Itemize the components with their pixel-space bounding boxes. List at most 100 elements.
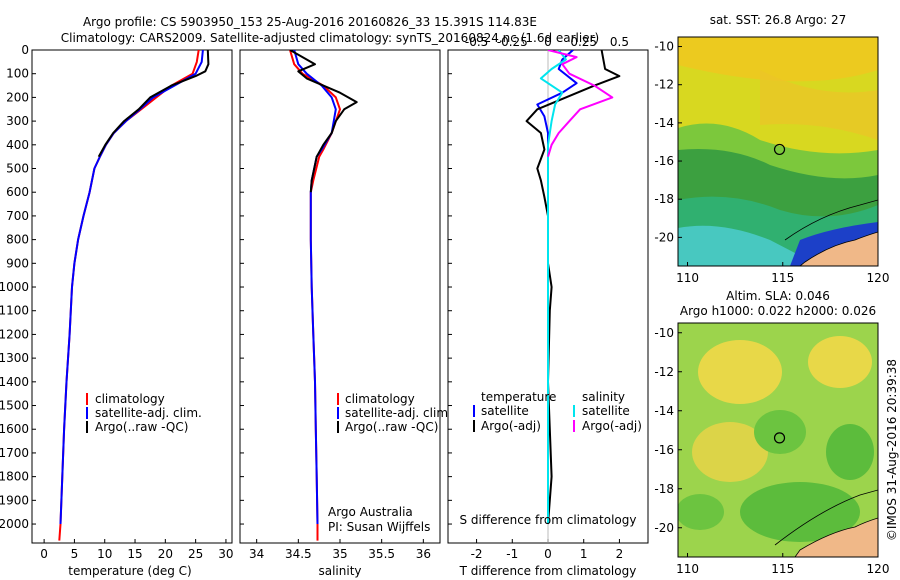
legend-swatch-clim [337, 393, 339, 405]
salinity-y-ticks [240, 49, 244, 525]
map-y-tick-label: -20 [654, 230, 674, 244]
x-tick-label: -1 [506, 547, 518, 561]
legend-t-argo-label: Argo(-adj) [481, 419, 541, 433]
difference-legend: temperature salinity satellite Argo(-adj… [473, 390, 642, 433]
difference-y-ticks [448, 49, 452, 525]
series-satellite-adj-clim- [59, 50, 204, 525]
sst-float-marker [773, 143, 786, 156]
y-tick-label: 0 [21, 43, 29, 57]
map-y-tick-label: -12 [654, 365, 674, 379]
legend-temperature-heading: temperature [481, 390, 556, 404]
temperature-panel: 0100200300400500600700800900100011001200… [0, 43, 234, 578]
s-tick-label: -0.5 [465, 35, 488, 49]
x-tick-label: 1 [580, 547, 588, 561]
x-tick-label: 25 [188, 547, 203, 561]
map-x-tick-label: 115 [771, 271, 794, 285]
y-tick-label: 900 [6, 256, 29, 270]
legend-swatch-sat [86, 407, 88, 419]
credit-argo-australia: Argo Australia [328, 505, 413, 519]
map-y-tick-label: -14 [654, 404, 674, 418]
s-tick-label: 0.5 [610, 35, 629, 49]
legend-swatch-t-sat [473, 405, 475, 417]
map-y-tick-label: -10 [654, 40, 674, 54]
x-tick-label: 10 [97, 547, 112, 561]
y-tick-label: 1600 [0, 422, 29, 436]
y-tick-label: 1300 [0, 351, 29, 365]
legend-sat-label: satellite-adj. clim. [345, 406, 452, 420]
temperature-x-label: temperature (deg C) [68, 564, 191, 578]
series-argo [97, 50, 210, 158]
y-tick-label: 2000 [0, 517, 29, 531]
salinity-x-label: salinity [318, 564, 361, 578]
map-y-tick-label: -12 [654, 78, 674, 92]
salinity-axes-frame [239, 49, 441, 544]
sst-coldest-band [678, 225, 820, 266]
y-tick-label: 300 [6, 114, 29, 128]
y-tick-label: 200 [6, 90, 29, 104]
sst-map-title: sat. SST: 26.8 Argo: 27 [710, 13, 847, 27]
title-line-1: Argo profile: CS 5903950_153 25-Aug-2016… [83, 15, 537, 29]
map-y-tick-label: -18 [654, 482, 674, 496]
y-tick-label: 1000 [0, 280, 29, 294]
y-tick-label: 400 [6, 138, 29, 152]
x-tick-label: 35.5 [368, 547, 395, 561]
s-tick-label: -0.25 [497, 35, 528, 49]
sla-high-3 [692, 422, 768, 482]
sla-low-4 [678, 494, 724, 530]
legend-swatch-clim [86, 393, 88, 405]
sla-float-marker [773, 432, 786, 444]
temperature-axes-frame [31, 49, 233, 544]
legend-swatch-t-argo [473, 420, 475, 432]
map-y-tick-label: -10 [654, 326, 674, 340]
x-tick-label: 20 [158, 547, 173, 561]
map-y-tick-label: -16 [654, 443, 674, 457]
sla-map-panel: Altim. SLA: 0.046 Argo h1000: 0.022 h200… [654, 289, 889, 576]
map-x-tick-label: 110 [676, 271, 699, 285]
x-tick-label: 0 [544, 547, 552, 561]
series-argo [289, 50, 358, 193]
map-y-tick-label: -14 [654, 116, 674, 130]
temperature-x-ticks: 0 5 10 15 20 25 30 [40, 539, 234, 561]
y-tick-label: 100 [6, 67, 29, 81]
temperature-y-ticks: 0 100 200 300 400 500 600 700 800 900 1000 1100 1200… [0, 43, 36, 531]
y-tick-label: 1500 [0, 399, 29, 413]
series-s-argo [547, 50, 614, 157]
salinity-panel: 34 34.5 35 35.5 36 salinity climatology sate… [239, 49, 452, 578]
sst-map-image [678, 37, 878, 266]
sla-map-title-2: Argo h1000: 0.022 h2000: 0.026 [680, 304, 876, 318]
sla-map-title-1: Altim. SLA: 0.046 [726, 289, 830, 303]
s-tick-label: 0 [544, 35, 552, 49]
y-tick-label: 1100 [0, 304, 29, 318]
difference-panel: -2 -1 0 1 2 -0.5 -0.25 0 0.25 0.5 S difference fr… [447, 35, 649, 578]
sla-low-2 [826, 424, 874, 480]
legend-sat-label: satellite-adj. clim. [95, 406, 202, 420]
x-tick-label: 34.5 [285, 547, 312, 561]
sla-low-3 [740, 482, 860, 542]
legend-argo-label: Argo(..raw -QC) [345, 420, 438, 434]
sst-warm-band [678, 37, 878, 82]
y-tick-label: 800 [6, 233, 29, 247]
salinity-series [289, 50, 358, 541]
x-tick-label: 2 [616, 547, 624, 561]
y-tick-label: 700 [6, 209, 29, 223]
x-tick-label: -2 [471, 547, 483, 561]
map-x-tick-label: 120 [867, 271, 890, 285]
y-tick-label: 1900 [0, 493, 29, 507]
x-tick-label: 34 [249, 547, 264, 561]
legend-swatch-argo [337, 421, 339, 433]
map-x-tick-label: 110 [676, 562, 699, 576]
title-line-2: Climatology: CARS2009. Satellite-adjuste… [61, 31, 599, 45]
temperature-series [58, 50, 210, 541]
t-difference-label: T difference from climatology [459, 564, 637, 578]
imos-credit: ©IMOS 31-Aug-2016 20:39:38 [885, 359, 899, 541]
sst-map-panel: sat. SST: 26.8 Argo: 27 110 115 120 -10 -12 -… [654, 13, 889, 285]
y-tick-label: 1200 [0, 327, 29, 341]
y-tick-label: 1400 [0, 375, 29, 389]
sla-low-1 [754, 410, 806, 454]
legend-salinity-heading: salinity [582, 390, 625, 404]
y-tick-label: 600 [6, 185, 29, 199]
y-tick-label: 1800 [0, 470, 29, 484]
sla-high-1 [698, 340, 782, 404]
sst-bathymetry-contour [784, 199, 878, 241]
